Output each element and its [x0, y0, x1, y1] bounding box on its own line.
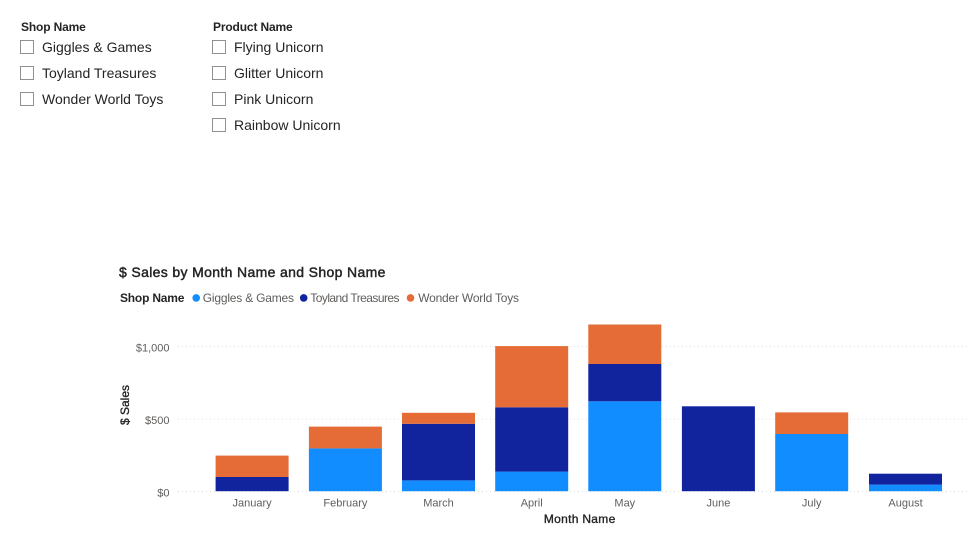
svg-text:Wonder World Toys: Wonder World Toys: [418, 291, 519, 305]
svg-text:$0: $0: [157, 487, 169, 499]
svg-text:February: February: [323, 497, 368, 509]
svg-text:$500: $500: [145, 415, 169, 427]
svg-text:August: August: [888, 497, 922, 509]
svg-text:April: April: [521, 497, 543, 509]
svg-text:Shop Name: Shop Name: [120, 291, 185, 305]
svg-text:$ Sales by Month Name and Shop: $ Sales by Month Name and Shop Name: [119, 264, 386, 280]
svg-text:January: January: [233, 497, 273, 509]
svg-text:June: June: [706, 497, 730, 509]
svg-text:$ Sales: $ Sales: [118, 385, 132, 425]
svg-text:Month Name: Month Name: [544, 512, 616, 526]
svg-text:March: March: [423, 497, 454, 509]
svg-text:$1,000: $1,000: [136, 342, 170, 354]
svg-text:July: July: [802, 497, 822, 509]
svg-text:Toyland Treasures: Toyland Treasures: [310, 291, 399, 305]
svg-text:Giggles & Games: Giggles & Games: [203, 291, 294, 305]
svg-text:May: May: [614, 497, 635, 509]
